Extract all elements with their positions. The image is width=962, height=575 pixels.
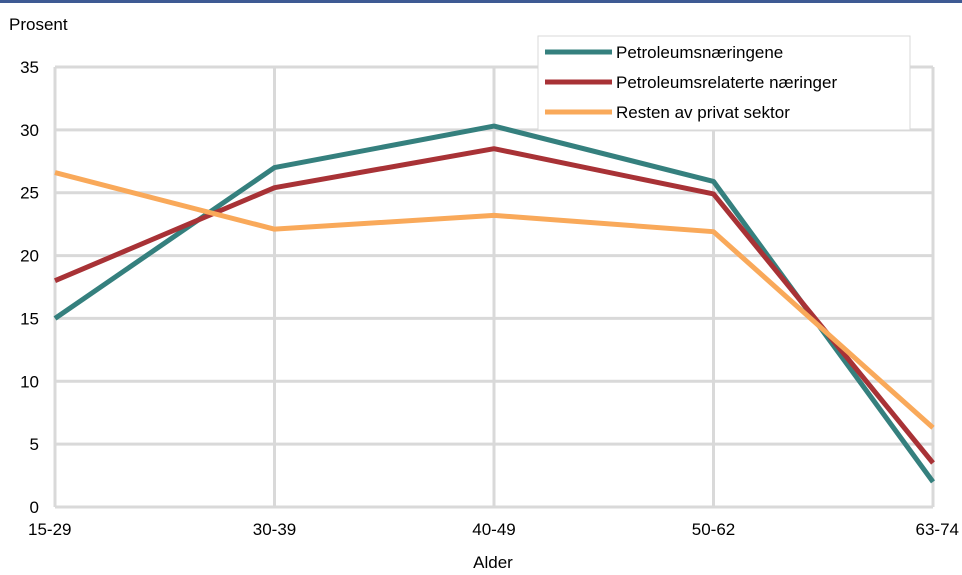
x-tick-label: 50-62 bbox=[692, 520, 735, 539]
y-tick-label: 0 bbox=[30, 498, 39, 517]
legend-label-1: Petroleumsnæringene bbox=[616, 43, 783, 62]
y-tick-label: 15 bbox=[20, 309, 39, 328]
y-tick-label: 20 bbox=[20, 247, 39, 266]
legend-label-3: Resten av privat sektor bbox=[616, 103, 790, 122]
legend-label-2: Petroleumsrelaterte næringer bbox=[616, 73, 837, 92]
x-axis-title: Alder bbox=[473, 553, 513, 572]
y-tick-label: 30 bbox=[20, 121, 39, 140]
x-tick-label: 15-29 bbox=[28, 520, 71, 539]
y-tick-label: 35 bbox=[20, 58, 39, 77]
series-line-3 bbox=[54, 170, 935, 430]
x-axis-ticks: 15-29 30-39 40-49 50-62 63-74 bbox=[28, 520, 959, 539]
gridlines bbox=[53, 65, 935, 509]
y-axis-ticks: 0 5 10 15 20 25 30 35 bbox=[20, 58, 39, 517]
x-tick-label: 63-74 bbox=[916, 520, 959, 539]
y-tick-label: 5 bbox=[30, 435, 39, 454]
top-rule bbox=[0, 0, 962, 3]
y-tick-label: 25 bbox=[20, 184, 39, 203]
x-tick-label: 40-49 bbox=[472, 520, 515, 539]
y-tick-label: 10 bbox=[20, 372, 39, 391]
legend: Petroleumsnæringene Petroleumsrelaterte n… bbox=[537, 35, 911, 131]
x-tick-label: 30-39 bbox=[253, 520, 296, 539]
series-line-2 bbox=[54, 146, 935, 465]
series-lines bbox=[53, 123, 936, 484]
y-axis-title: Prosent bbox=[9, 15, 68, 34]
